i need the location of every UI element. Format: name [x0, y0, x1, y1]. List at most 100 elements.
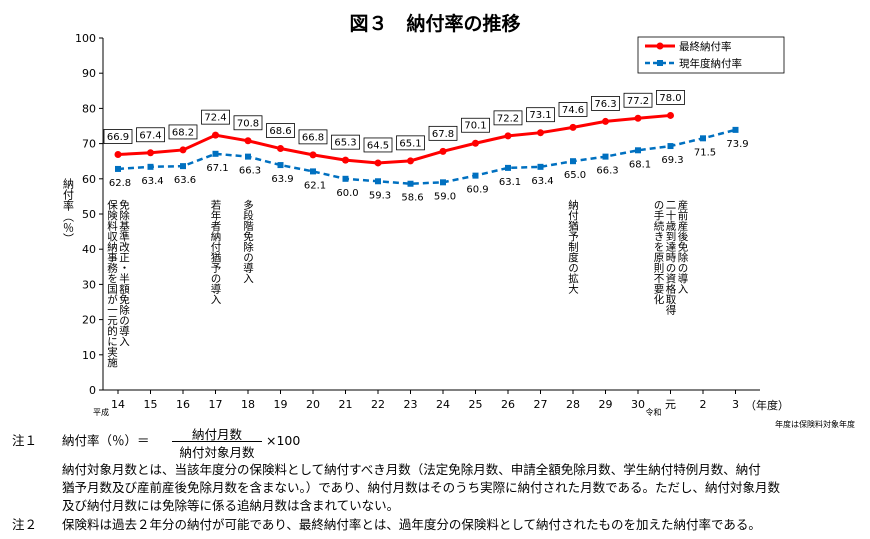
series-point-final: [472, 139, 479, 147]
series-line-final: [117, 113, 671, 165]
note1-numerator: 納付月数: [191, 427, 242, 442]
series-point-final: [309, 151, 317, 159]
series-point-current: [342, 175, 349, 182]
data-label-box: [428, 125, 458, 141]
data-label-box: [136, 127, 165, 143]
data-label-final: 66.8: [302, 132, 324, 143]
data-label-final: 72.2: [497, 113, 519, 124]
series-point-current: [180, 163, 186, 170]
series-point-current: [537, 163, 544, 170]
annotation-text: 納付猶予制度の拡大: [567, 199, 579, 295]
series-point-final: [244, 137, 252, 145]
series-point-final: [374, 159, 382, 167]
x-tick-label: 24: [436, 398, 450, 411]
y-tick-label: 30: [82, 278, 96, 291]
x-tick-label: 28: [566, 398, 580, 411]
series-point-current: [407, 180, 414, 187]
series-point-current: [635, 147, 641, 154]
series-point-current: [440, 179, 446, 186]
y-tick-label: 10: [82, 349, 96, 362]
y-tick-label: 50: [82, 208, 96, 221]
legend-box: [637, 36, 785, 74]
x-tick-label: 14: [111, 398, 125, 411]
series-point-final: [114, 151, 122, 159]
data-label-final: 68.2: [172, 127, 194, 138]
data-label-final: 70.8: [237, 118, 259, 129]
series-point-current: [472, 172, 479, 179]
data-label-box: [656, 90, 685, 105]
note1-formula-lhs: 納付率（％）＝: [62, 433, 150, 448]
data-label-current: 63.9: [271, 174, 293, 185]
data-label-current: 58.6: [401, 193, 423, 204]
series-line-current: [117, 128, 736, 185]
data-label-final: 67.8: [432, 129, 454, 140]
data-label-box: [461, 117, 490, 133]
x-tick-label: 17: [209, 398, 223, 411]
data-label-box: [266, 123, 295, 138]
x-tick-label: 22: [371, 398, 385, 411]
y-tick-label: 70: [82, 138, 96, 151]
data-label-final: 78.0: [659, 93, 681, 104]
x-tick-label: 元: [665, 398, 676, 411]
legend: 最終納付率 現年度納付率: [637, 36, 785, 74]
data-label-final: 68.6: [269, 126, 291, 137]
data-label-current: 63.6: [174, 175, 196, 186]
data-label-box: [331, 134, 360, 150]
series-point-final: [212, 131, 219, 139]
data-label-final: 76.3: [594, 99, 616, 110]
era-label-heisei: 平成: [93, 407, 109, 417]
data-labels: 66.9 67.4 68.2 72.4 70.8 68.6 66.8 65.3 64.5 65.1…: [103, 90, 749, 204]
y-tick-label: 80: [82, 102, 96, 115]
x-tick-label: 16: [176, 398, 190, 411]
x-tick-label: 2: [700, 398, 707, 411]
note2-text: 保険料は過去２年分の納付が可能であり、最終納付率とは、過年度分の保険料として納付…: [62, 517, 761, 532]
x-tick-label: 25: [469, 398, 483, 411]
series-point-final: [342, 156, 349, 164]
y-tick-label: 100: [75, 32, 96, 45]
data-label-final: 67.4: [139, 130, 161, 141]
data-label-final: 77.2: [627, 96, 649, 107]
series-point-current: [667, 143, 674, 150]
x-axis-note: 年度は保険料対象年度: [775, 419, 855, 429]
legend-label-current: 現年度納付率: [679, 57, 742, 70]
x-tick-label: 27: [534, 398, 548, 411]
series-point-current: [700, 135, 706, 142]
annotation-text: 保険料収納事務を国が一元的に実施: [106, 199, 118, 369]
data-label-box: [363, 137, 393, 153]
data-label-current: 62.1: [304, 180, 326, 191]
series-point-current: [115, 165, 121, 172]
data-label-current: 63.4: [141, 176, 163, 187]
data-label-current: 63.1: [499, 177, 521, 188]
x-tick-label: 29: [599, 398, 613, 411]
annotation-text: 二十歳到達時の資格取得: [665, 199, 677, 315]
data-label-current: 67.1: [206, 163, 228, 174]
data-label-current: 59.0: [434, 191, 456, 202]
series-point-current: [732, 126, 739, 133]
y-tick-label: 90: [82, 67, 96, 80]
series-point-final: [179, 146, 187, 154]
y-tick-label: 0: [89, 384, 96, 397]
data-label-current: 60.0: [336, 188, 358, 199]
data-label-current: 63.4: [531, 176, 553, 187]
era-label-reiwa: 令和: [646, 407, 662, 417]
data-label-box: [493, 110, 523, 126]
series-point-current: [505, 164, 511, 171]
x-axis-label: （年度）: [745, 398, 789, 412]
note1-fraction-bar: [172, 441, 262, 442]
series-point-current: [277, 162, 284, 169]
x-tick-label: 3: [732, 398, 739, 411]
note1-times: ×100: [266, 433, 301, 448]
series-point-current: [212, 150, 219, 157]
annotation-text: 多段階免除の導入: [242, 199, 254, 284]
x-tick-label: 23: [404, 398, 418, 411]
x-tick-label: 19: [274, 398, 288, 411]
series-point-final: [634, 114, 642, 122]
legend-marker-final: [656, 42, 664, 50]
y-tick-label: 20: [82, 314, 96, 327]
series-group: [114, 111, 739, 187]
chart-title: 図３ 納付率の推移: [349, 12, 520, 35]
series-point-current: [602, 153, 609, 160]
annotation-text: 若年者納付猶予の導入: [210, 199, 222, 305]
